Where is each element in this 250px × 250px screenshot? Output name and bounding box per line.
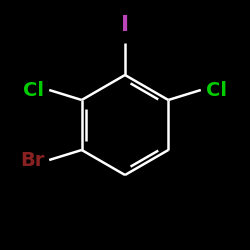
Text: Br: Br (20, 150, 44, 170)
Text: Cl: Cl (23, 80, 44, 100)
Text: I: I (121, 15, 129, 35)
Text: Cl: Cl (206, 80, 227, 100)
